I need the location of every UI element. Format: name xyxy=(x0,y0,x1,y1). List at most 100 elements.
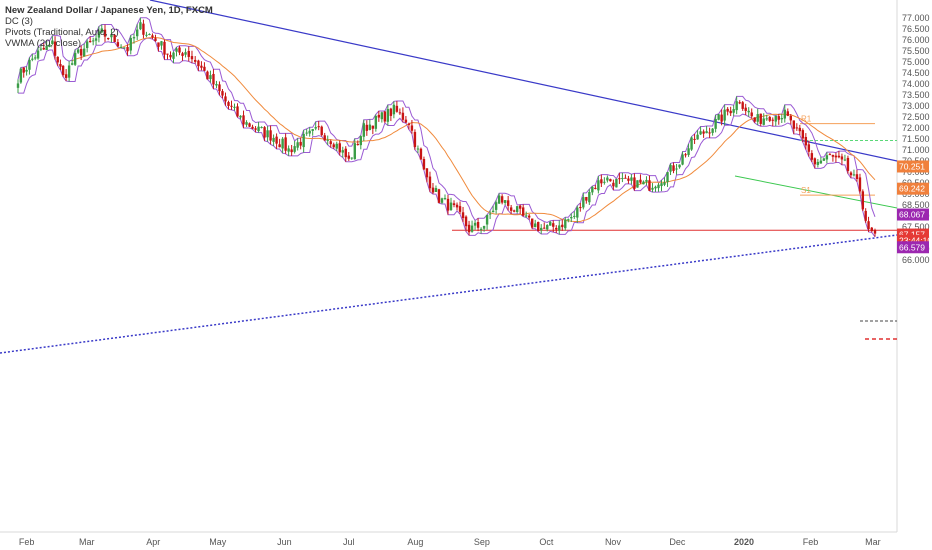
candle-body xyxy=(837,155,841,158)
candle-body xyxy=(660,183,663,187)
candle-body xyxy=(359,136,362,146)
y-tick-label: 75.500 xyxy=(902,46,930,56)
candle-body xyxy=(103,29,107,37)
candle-body xyxy=(491,210,495,213)
candle-body xyxy=(218,84,221,92)
candle-body xyxy=(765,118,768,120)
candle-body xyxy=(681,154,684,165)
candle-body xyxy=(67,65,71,78)
candle-body xyxy=(509,207,513,211)
candle-body xyxy=(163,41,166,55)
candle-body xyxy=(621,177,624,179)
price-label-box xyxy=(897,160,929,173)
candle-body xyxy=(455,204,459,208)
legend-pivots: Pivots (Traditional, Auto, 2) xyxy=(5,27,119,38)
candle-body xyxy=(479,228,483,230)
y-tick-label: 74.000 xyxy=(902,79,930,89)
candle-body xyxy=(747,110,750,113)
candle-body xyxy=(714,118,717,129)
y-tick-label: 67.500 xyxy=(902,222,930,232)
candle-body xyxy=(97,31,101,38)
support-trendline xyxy=(0,234,898,354)
candle-body xyxy=(440,198,444,203)
candle-body xyxy=(789,115,793,121)
candle-body xyxy=(311,129,314,131)
candle-body xyxy=(251,126,254,129)
candle-body xyxy=(36,50,40,59)
candle-body xyxy=(94,38,98,41)
candle-body xyxy=(332,144,335,148)
candle-body xyxy=(446,198,450,211)
candle-body xyxy=(801,130,805,139)
candle-body xyxy=(561,224,564,228)
y-tick-label: 76.500 xyxy=(902,24,930,34)
candle-body xyxy=(392,104,396,115)
candle-body xyxy=(497,195,501,204)
candle-body xyxy=(85,41,89,49)
candle-body xyxy=(136,29,139,37)
y-tick-label: 77.000 xyxy=(902,13,930,23)
candle-body xyxy=(48,44,51,48)
candle-body xyxy=(570,217,573,219)
candle-body xyxy=(53,41,57,56)
candle-body xyxy=(299,141,302,146)
candle-body xyxy=(19,68,23,83)
price-label-text: 69.242 xyxy=(899,184,925,194)
candle-body xyxy=(768,116,771,121)
candle-body xyxy=(500,196,504,203)
candle-body xyxy=(356,144,359,146)
candle-body xyxy=(843,159,847,161)
candle-body xyxy=(627,178,630,181)
candle-body xyxy=(368,124,372,130)
candle-body xyxy=(347,155,350,159)
candle-body xyxy=(126,47,129,52)
x-tick-label: Jun xyxy=(277,537,292,547)
candle-body xyxy=(284,137,287,151)
x-tick-label: Aug xyxy=(407,537,423,547)
candle-body xyxy=(609,179,612,182)
candle-body xyxy=(278,144,281,148)
candle-body xyxy=(323,135,326,141)
x-tick-label: Mar xyxy=(79,537,95,547)
candle-body xyxy=(209,75,212,80)
candle-body xyxy=(422,159,426,170)
candle-body xyxy=(846,157,850,171)
candle-body xyxy=(527,215,531,218)
price-label-box xyxy=(897,182,929,195)
candle-body xyxy=(591,186,594,193)
candle-body xyxy=(320,126,323,136)
candle-body xyxy=(407,123,411,125)
candle-body xyxy=(813,158,817,165)
candle-body xyxy=(269,130,272,141)
candle-body xyxy=(828,154,832,156)
price-label-text: 66.579 xyxy=(899,242,925,252)
legend-title: New Zealand Dollar / Japanese Yen, 1D, F… xyxy=(5,5,213,16)
candle-body xyxy=(723,109,726,121)
candle-body xyxy=(864,210,867,221)
candle-body xyxy=(762,118,765,125)
candle-body xyxy=(524,215,528,217)
candle-body xyxy=(272,137,275,142)
candle-body xyxy=(726,108,729,112)
candle-body xyxy=(654,186,657,189)
x-tick-label: Jul xyxy=(343,537,355,547)
candle-body xyxy=(861,191,865,210)
candle-body xyxy=(148,33,151,35)
candle-body xyxy=(506,200,510,206)
vwma-line xyxy=(71,37,876,222)
candle-body xyxy=(624,177,627,179)
candle-body xyxy=(335,143,338,149)
candle-body xyxy=(870,227,873,232)
candle-body xyxy=(699,131,702,135)
candle-body xyxy=(434,188,438,192)
candle-body xyxy=(708,132,711,134)
candle-body xyxy=(257,126,260,132)
candle-body xyxy=(79,49,83,56)
candle-body xyxy=(672,165,675,171)
candle-body xyxy=(160,41,163,46)
candle-body xyxy=(753,117,756,122)
candle-body xyxy=(564,219,567,229)
candle-body xyxy=(239,115,242,118)
x-tick-label: 2020 xyxy=(734,537,754,547)
